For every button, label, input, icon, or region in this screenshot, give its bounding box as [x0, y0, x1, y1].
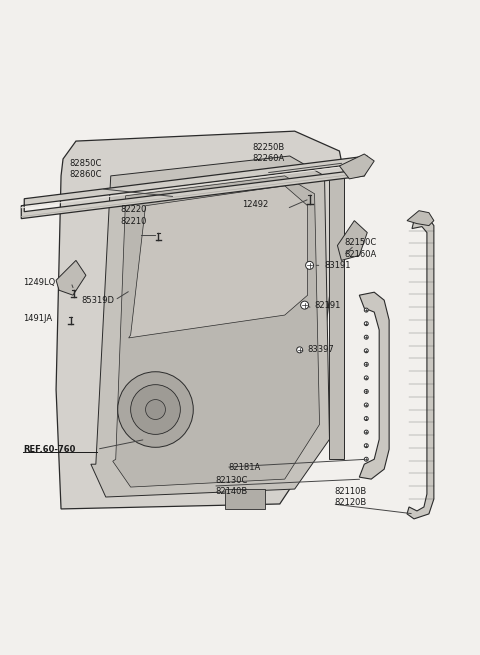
- Text: 82250B
82260A: 82250B 82260A: [252, 143, 284, 163]
- Polygon shape: [339, 154, 374, 179]
- Polygon shape: [360, 292, 389, 479]
- Text: 12492: 12492: [242, 200, 268, 209]
- Text: 82191: 82191: [314, 301, 341, 310]
- Circle shape: [364, 443, 368, 447]
- Polygon shape: [407, 219, 434, 519]
- Text: REF.60-760: REF.60-760: [23, 445, 76, 454]
- Text: 82181A: 82181A: [228, 462, 260, 472]
- Circle shape: [131, 384, 180, 434]
- Text: 82150C
82160A: 82150C 82160A: [344, 238, 377, 259]
- Text: 82220
82210: 82220 82210: [120, 206, 147, 225]
- Circle shape: [364, 430, 368, 434]
- Text: 1491JA: 1491JA: [23, 314, 52, 322]
- Polygon shape: [225, 489, 265, 509]
- Circle shape: [364, 417, 368, 421]
- Polygon shape: [21, 156, 367, 219]
- Polygon shape: [329, 176, 344, 459]
- Text: 83191: 83191: [324, 261, 351, 270]
- Polygon shape: [91, 156, 329, 497]
- Text: 82850C
82860C: 82850C 82860C: [69, 159, 101, 179]
- Circle shape: [145, 400, 166, 419]
- Circle shape: [364, 322, 368, 326]
- Circle shape: [297, 347, 302, 353]
- Polygon shape: [56, 261, 86, 295]
- Polygon shape: [407, 211, 434, 225]
- Circle shape: [364, 390, 368, 394]
- Circle shape: [364, 376, 368, 380]
- Circle shape: [306, 261, 313, 269]
- Circle shape: [118, 372, 193, 447]
- Polygon shape: [113, 176, 320, 487]
- Text: 82110B
82120B: 82110B 82120B: [335, 487, 367, 507]
- Circle shape: [364, 457, 368, 461]
- Polygon shape: [56, 131, 344, 509]
- Circle shape: [364, 335, 368, 339]
- Circle shape: [364, 403, 368, 407]
- Text: 1249LQ: 1249LQ: [23, 278, 56, 287]
- Polygon shape: [337, 221, 367, 261]
- Circle shape: [300, 301, 309, 309]
- Text: 82130C
82140B: 82130C 82140B: [215, 476, 248, 496]
- Circle shape: [364, 308, 368, 312]
- Text: 83397: 83397: [308, 345, 335, 354]
- Circle shape: [364, 362, 368, 366]
- Circle shape: [364, 348, 368, 353]
- Text: 85319D: 85319D: [81, 295, 114, 305]
- Polygon shape: [129, 186, 308, 338]
